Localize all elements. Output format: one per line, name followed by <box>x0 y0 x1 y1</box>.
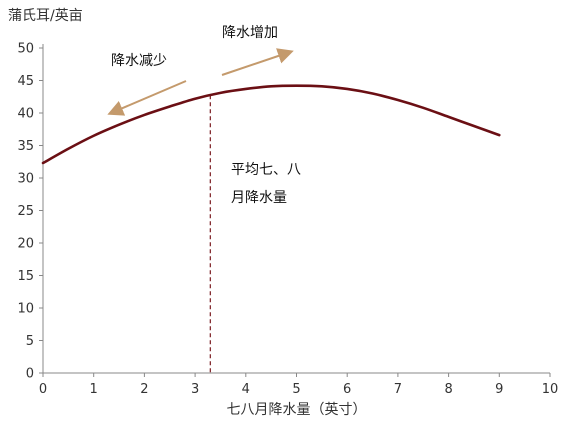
x-tick-label: 7 <box>394 382 402 397</box>
x-tick-label: 6 <box>343 382 351 397</box>
y-tick-label: 15 <box>17 269 34 284</box>
y-tick-label: 50 <box>17 42 34 57</box>
x-tick-label: 10 <box>542 382 559 397</box>
x-tick-label: 4 <box>242 382 250 397</box>
rainfall-decrease-label: 降水减少 <box>111 53 167 69</box>
x-axis-title: 七八月降水量（英寸） <box>227 401 367 418</box>
y-axis-title: 蒲氏耳/英亩 <box>8 7 83 24</box>
y-tick-label: 30 <box>17 172 34 187</box>
y-axis-ticks: 0 5 10 15 20 25 30 35 40 45 50 <box>17 42 43 382</box>
x-tick-label: 0 <box>39 382 47 397</box>
average-rainfall-label-line1: 平均七、八 <box>231 162 301 178</box>
x-tick-label: 5 <box>292 382 300 397</box>
x-tick-label: 8 <box>444 382 452 397</box>
x-tick-label: 9 <box>495 382 503 397</box>
rainfall-decrease-arrow <box>107 80 187 116</box>
y-tick-label: 40 <box>17 107 34 122</box>
yield-curve-series <box>41 84 501 165</box>
x-tick-label: 2 <box>140 382 148 397</box>
y-tick-label: 10 <box>17 302 34 317</box>
rainfall-increase-label: 降水增加 <box>222 25 278 41</box>
y-tick-label: 25 <box>17 204 34 219</box>
average-rainfall-label-line2: 月降水量 <box>231 190 287 206</box>
y-tick-label: 45 <box>17 74 34 89</box>
x-axis-ticks: 0 1 2 3 4 5 6 7 8 9 10 <box>39 373 558 397</box>
y-tick-label: 5 <box>26 334 34 349</box>
rainfall-increase-arrow <box>221 48 294 76</box>
y-tick-label: 0 <box>26 367 34 382</box>
x-tick-label: 3 <box>191 382 199 397</box>
y-tick-label: 20 <box>17 237 34 252</box>
y-tick-label: 35 <box>17 139 34 154</box>
x-tick-label: 1 <box>90 382 98 397</box>
